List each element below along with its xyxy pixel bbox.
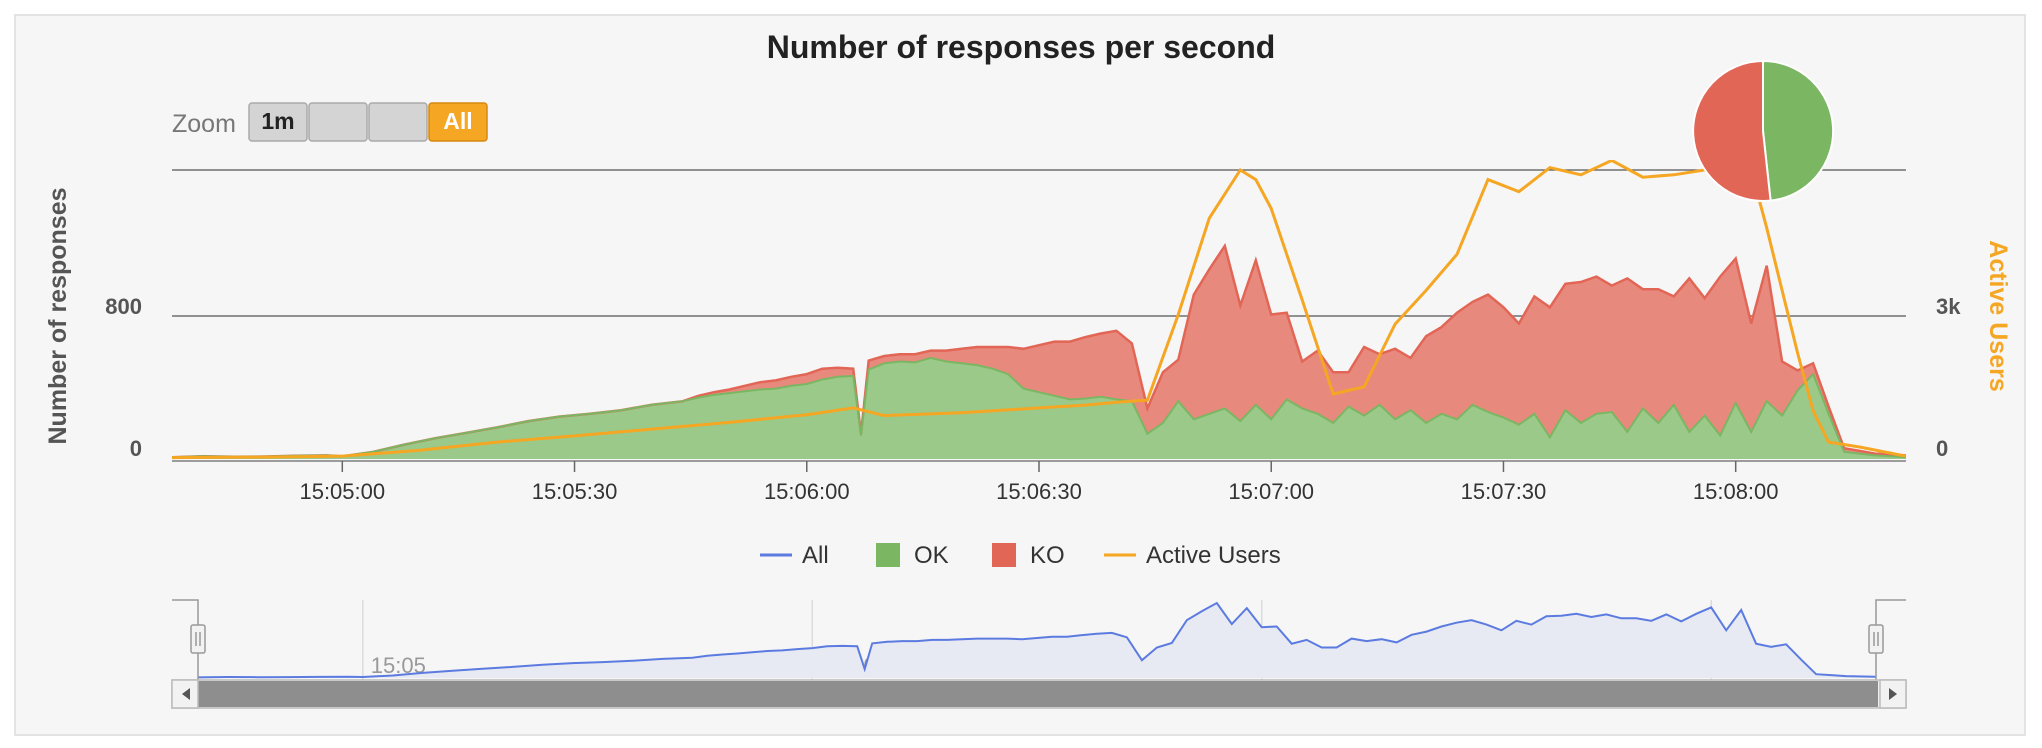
y-right-tick-0: 0 (1936, 436, 1948, 461)
y-right-tick-3k: 3k (1936, 294, 1961, 319)
scrollbar[interactable] (171, 679, 1907, 709)
pie-slice-ko (1692, 59, 1772, 202)
legend-item-ko[interactable]: KO (992, 542, 1065, 569)
y-left-tick-800: 800 (105, 294, 142, 319)
zoom-button-2[interactable] (308, 102, 368, 142)
legend-label-all: All (802, 542, 829, 569)
navigator-handle-right[interactable] (1868, 624, 1884, 654)
scrollbar-thumb[interactable] (198, 681, 1878, 707)
x-tick-label: 15:06:30 (996, 479, 1082, 504)
x-tick-label: 15:05:30 (532, 479, 618, 504)
zoom-button-all[interactable]: All (428, 102, 488, 142)
x-axis-ticks: 15:05:00 15:05:30 15:06:00 15:06:30 15:07:00… (299, 461, 1779, 504)
navigator-handle-left[interactable] (190, 624, 206, 654)
scrollbar-right-button[interactable] (1879, 679, 1907, 709)
zoom-button-1m[interactable]: 1m (248, 102, 308, 142)
y-left-tick-0: 0 (130, 436, 142, 461)
x-tick-label: 15:07:00 (1228, 479, 1314, 504)
legend-item-all[interactable]: All (760, 542, 829, 569)
pie-slice-ok (1762, 59, 1835, 202)
legend-symbol-ok (876, 543, 900, 567)
legend-label-ko: KO (1030, 542, 1065, 569)
scrollbar-left-button[interactable] (171, 679, 199, 709)
y-axis-right-label: Active Users (1984, 240, 2012, 391)
y-axis-left-label: Number of responses (44, 187, 72, 444)
zoom-button-3[interactable] (368, 102, 428, 142)
zoom-label: Zoom (172, 110, 236, 138)
legend: All OK KO Active Users (760, 542, 1281, 569)
navigator-series-area (198, 603, 1876, 678)
legend-label-active-users: Active Users (1146, 542, 1281, 569)
x-tick-label: 15:07:30 (1461, 479, 1547, 504)
x-tick-label: 15:08:00 (1693, 479, 1779, 504)
zoom-button-1m-label: 1m (261, 108, 294, 134)
series-line-ok (172, 356, 1906, 459)
legend-item-ok[interactable]: OK (876, 542, 949, 569)
x-tick-label: 15:06:00 (764, 479, 850, 504)
navigator[interactable]: 15:0515:0615:0715:08 (172, 599, 1906, 680)
legend-label-ok: OK (914, 542, 949, 569)
chart-title: Number of responses per second (767, 29, 1276, 65)
pie-chart (1692, 59, 1835, 202)
zoom-button-all-label: All (443, 108, 472, 134)
legend-symbol-ko (992, 543, 1016, 567)
x-tick-label: 15:05:00 (299, 479, 385, 504)
navigator-series-line (198, 601, 1876, 679)
legend-item-active-users[interactable]: Active Users (1104, 542, 1281, 569)
